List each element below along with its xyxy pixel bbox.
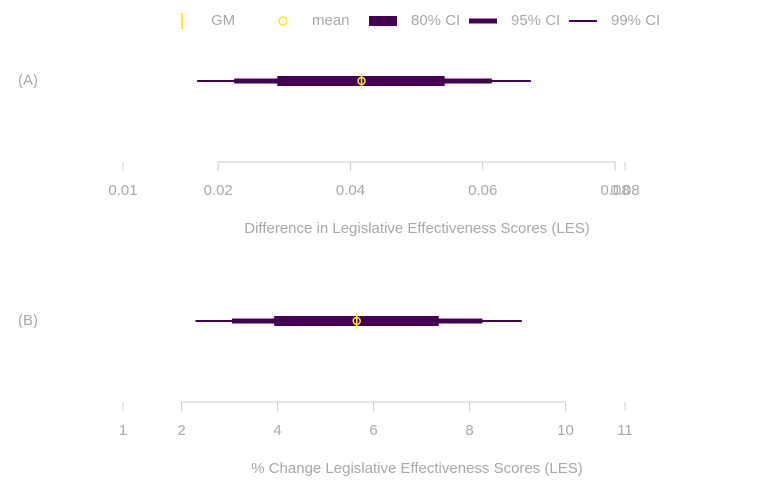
legend-label: 99% CI [611, 12, 660, 29]
x-tick-label: 8 [465, 422, 473, 439]
x-tick-label: 0.01 [108, 182, 137, 199]
x-tick-label: 0.08 [600, 182, 629, 199]
x-tick-label: 2 [177, 422, 185, 439]
legend-label: mean [312, 12, 350, 29]
panel-label: (A) [18, 72, 38, 89]
x-tick-label: 0.04 [336, 182, 365, 199]
x-tick-label: 0.08 [610, 182, 639, 199]
legend-label: GM [211, 12, 235, 29]
legend-label: 80% CI [411, 12, 460, 29]
x-tick-label: 11 [617, 422, 633, 439]
x-tick-label: 0.06 [468, 182, 497, 199]
x-tick-label: 4 [273, 422, 281, 439]
x-tick-label: 1 [119, 422, 127, 439]
mean-marker [357, 76, 366, 86]
x-tick-label: 6 [369, 422, 377, 439]
legend-symbol [278, 16, 288, 26]
mean-marker [352, 316, 361, 326]
x-axis-label: % Change Legislative Effectiveness Score… [251, 460, 583, 477]
legend-label: 95% CI [511, 12, 560, 29]
x-tick-label: 10 [557, 422, 574, 439]
x-axis-label: Difference in Legislative Effectiveness … [244, 220, 589, 237]
panel-label: (B) [18, 312, 38, 329]
x-tick-label: 0.02 [204, 182, 233, 199]
